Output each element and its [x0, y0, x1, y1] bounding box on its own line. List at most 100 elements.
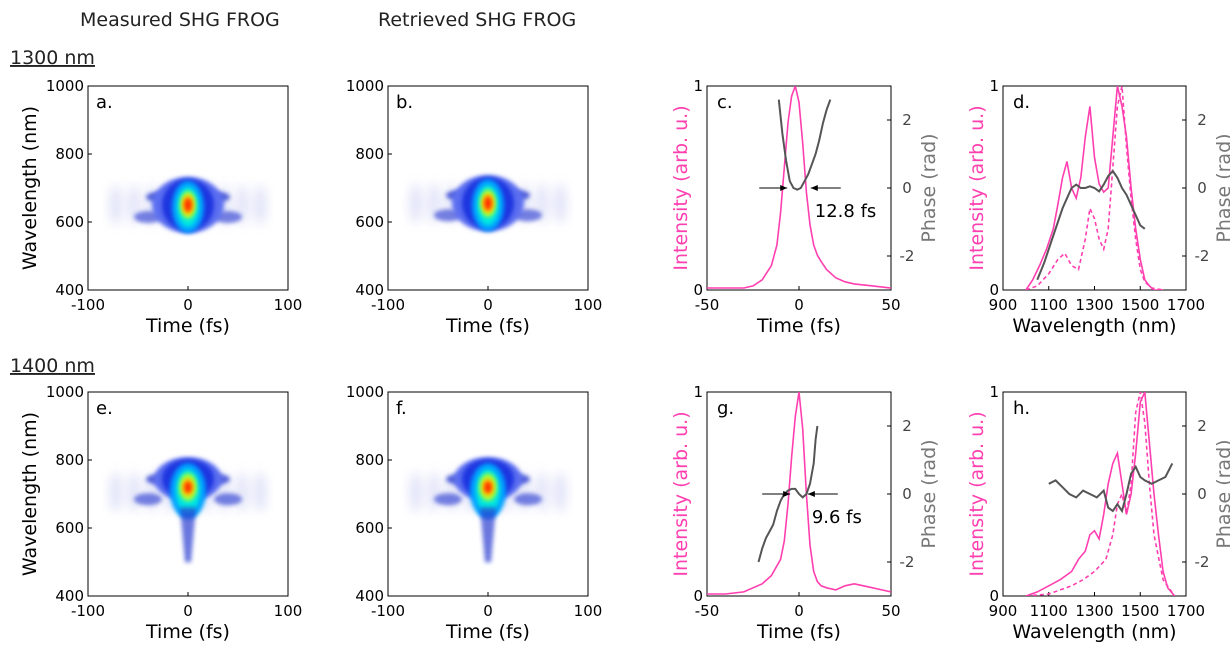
panel-label: f. [396, 398, 407, 419]
y2-axis-label: Phase (rad) [918, 439, 940, 548]
axes-frame [1002, 391, 1187, 597]
x-tick-label: 100 [574, 602, 603, 620]
side-lobe [434, 493, 462, 506]
fwhm-label: 9.6 fs [812, 507, 862, 528]
panel-label: b. [396, 92, 413, 113]
x-axis-label: Wavelength (nm) [1012, 621, 1176, 643]
y-tick-label: 800 [55, 451, 84, 469]
y-tick-label: 400 [55, 281, 84, 299]
heat-tail [480, 507, 496, 563]
panel-f: -100 0 100 400 600 800 1000 Time (fs) f. [346, 383, 603, 643]
y-tick-label: 0 [693, 281, 703, 299]
x-axis-label: Wavelength (nm) [1012, 315, 1176, 337]
y2-tick-label: 2 [1197, 111, 1207, 129]
y-axis-label: Wavelength (nm) [19, 412, 41, 576]
intensity-line-1 [1025, 86, 1164, 290]
x-tick-label: 0 [183, 602, 193, 620]
y-tick-label: 600 [55, 519, 84, 537]
heatmap-e [109, 457, 267, 563]
x-tick-label: 50 [881, 602, 900, 620]
y2-tick-label: 0 [902, 179, 912, 197]
x-tick-label: 50 [881, 296, 900, 314]
panel-label: a. [96, 92, 113, 113]
fwhm-arrowhead-right [810, 185, 818, 191]
x-axis-label: Time (fs) [145, 315, 230, 337]
x-tick-label: 0 [794, 296, 804, 314]
y2-tick-label: -2 [900, 553, 915, 571]
phase-line-2 [1036, 169, 1146, 281]
side-lobe [214, 493, 242, 506]
phase-line-1 [777, 99, 832, 191]
fringe [409, 183, 423, 224]
fringe [553, 183, 567, 224]
heat-blob [484, 481, 492, 494]
plot-area [1025, 392, 1176, 596]
plot-area [707, 86, 891, 289]
y-tick-label: 0 [693, 587, 703, 605]
y-tick-label: 1000 [46, 383, 84, 401]
x-tick-label: -100 [71, 602, 105, 620]
y-axis-label: Intensity (arb. u.) [966, 411, 988, 576]
y-tick-label: 600 [355, 519, 384, 537]
x-tick-label: -50 [695, 296, 720, 314]
y2-tick-label: -2 [1195, 553, 1210, 571]
x-axis-label: Time (fs) [756, 621, 841, 643]
y-tick-label: 400 [355, 587, 384, 605]
y-tick-label: 0 [989, 281, 999, 299]
x-tick-label: 0 [794, 602, 804, 620]
intensity-line-0 [707, 86, 891, 289]
x-axis-label: Time (fs) [445, 621, 530, 643]
x-tick-label: -100 [71, 296, 105, 314]
phase-line-1 [757, 425, 819, 563]
panel-e: -100 0 100 400 600 800 1000 Time (fs) Wavelength… [19, 383, 302, 643]
y-tick-label: 800 [355, 145, 384, 163]
heatmap-b [409, 175, 567, 232]
fwhm-arrowhead-right [807, 491, 815, 497]
y2-axis-label: Phase (rad) [918, 133, 940, 242]
panel-label: c. [717, 92, 733, 113]
heat-tail [180, 507, 196, 563]
fringe [253, 472, 267, 513]
y2-axis-label: Phase (rad) [1213, 439, 1230, 548]
x-tick-label: -50 [695, 602, 720, 620]
fwhm-arrowhead-left [780, 185, 788, 191]
header-measured: Measured SHG FROG [80, 9, 280, 31]
y2-tick-label: 2 [1197, 417, 1207, 435]
x-tick-label: 1300 [1075, 602, 1113, 620]
header-retrieved: Retrieved SHG FROG [378, 9, 576, 31]
x-tick-label: 100 [274, 602, 303, 620]
y-axis-label: Intensity (arb. u.) [966, 105, 988, 270]
y2-axis-label: Phase (rad) [1213, 133, 1230, 242]
plot-area [707, 392, 891, 595]
y-tick-label: 1000 [346, 77, 384, 95]
panel-label: g. [717, 398, 734, 419]
panel-label: h. [1013, 398, 1030, 419]
y2-tick-label: 0 [1197, 485, 1207, 503]
y-tick-label: 1 [989, 77, 999, 95]
fringe [109, 185, 123, 225]
y-tick-label: 400 [355, 281, 384, 299]
y-tick-label: 1 [693, 383, 703, 401]
fwhm-arrowhead-left [783, 491, 791, 497]
panel-d: 900 1100 1300 1500 1700 0 1 Wavelength (nm) -2 0 2… [966, 77, 1230, 337]
fwhm-label: 12.8 fs [815, 201, 877, 222]
fringe [535, 472, 549, 513]
y-tick-label: 1 [989, 383, 999, 401]
side-lobe [134, 493, 162, 506]
y2-tick-label: -2 [1195, 247, 1210, 265]
y-tick-label: 1 [693, 77, 703, 95]
heat-blob [184, 198, 192, 212]
fringe [409, 472, 423, 513]
x-axis-label: Time (fs) [445, 315, 530, 337]
row-label-1400: 1400 nm [10, 355, 95, 377]
phase-line-2 [1048, 462, 1174, 514]
x-tick-label: 1100 [1030, 296, 1068, 314]
plot-area [1025, 86, 1164, 290]
x-tick-label: -100 [371, 296, 405, 314]
x-tick-label: 0 [483, 296, 493, 314]
x-tick-label: 1700 [1167, 602, 1205, 620]
panel-b: -100 0 100 400 600 800 1000 Time (fs) b. [346, 77, 603, 337]
x-tick-label: 1100 [1030, 602, 1068, 620]
